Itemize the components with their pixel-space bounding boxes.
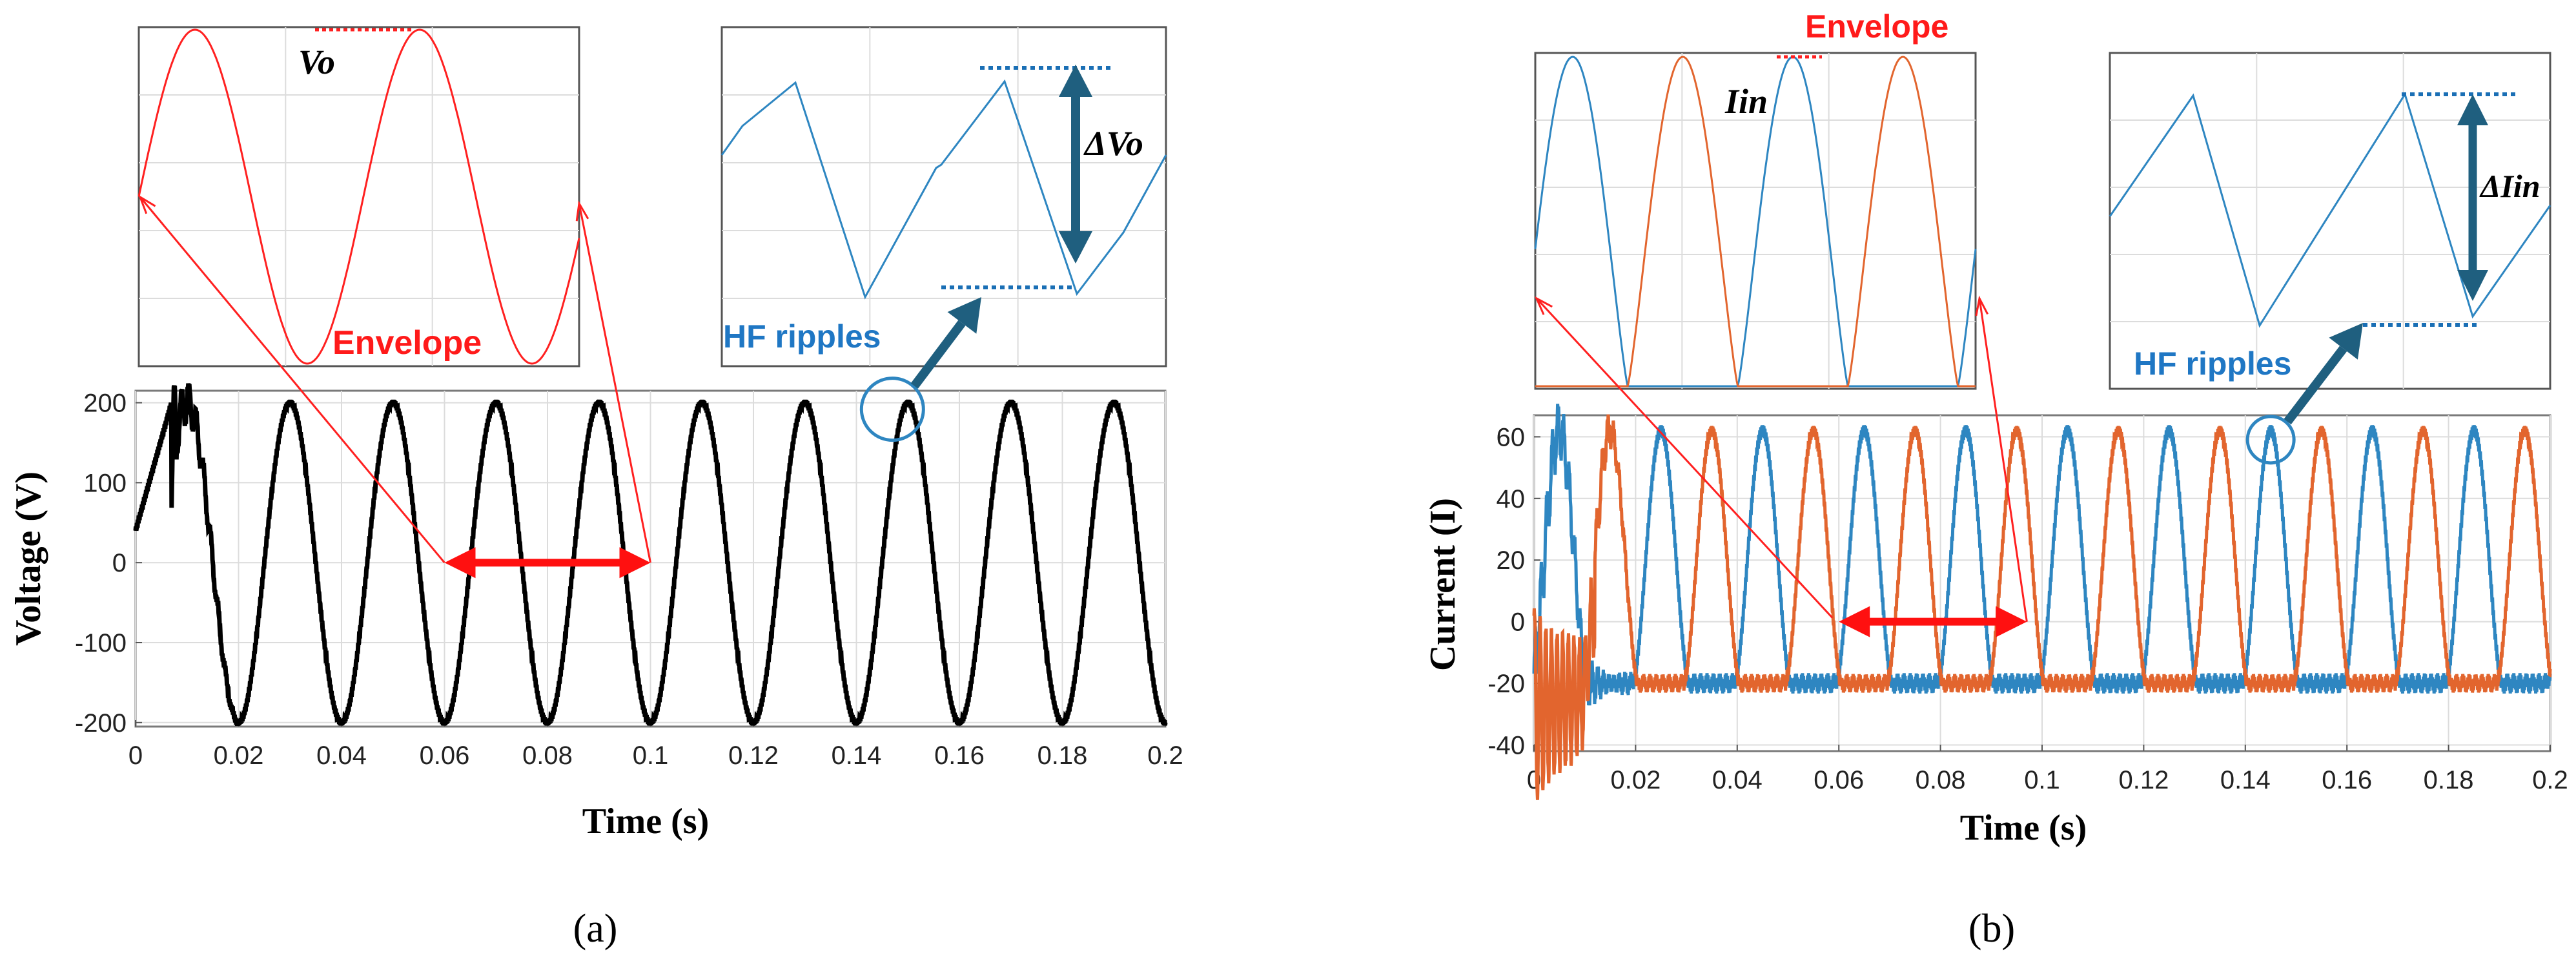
- b-y-tick-label: 20: [1497, 546, 1526, 575]
- a-x-tick-label: 0.12: [728, 741, 779, 770]
- panel-b: 0 0.02 0.04 0.06 0.08 0.1 0.12 0.14 0.16 0.18 0.2 …: [1423, 8, 2568, 951]
- b-connector-left-head: [1534, 296, 1553, 315]
- b-x-tick-label: 0.1: [2024, 766, 2060, 794]
- panel-a-inset-envelope-frame: [138, 26, 580, 367]
- b-y-tick-label: -40: [1487, 731, 1525, 760]
- panel-b-inset-ripple-series: [2109, 92, 2551, 328]
- b-x-tick-label: 0.14: [2220, 766, 2271, 794]
- b-x-tick-label: 0.02: [1610, 766, 1661, 794]
- panel-a-inset-ripple-frame: [721, 26, 1167, 367]
- panel-a-series-voltage: [133, 383, 1168, 726]
- a-y-tick-label: 0: [112, 549, 127, 577]
- b-x-tick-label: 0.06: [1814, 766, 1864, 794]
- a-x-tick-label: 0.04: [316, 741, 367, 770]
- a-ripple-circle: [859, 377, 925, 442]
- a-period-arrow-head-right: [619, 547, 651, 579]
- panel-a-y-ticks: 200 100 0 -100 -200: [75, 389, 142, 738]
- a-y-tick-label: 100: [83, 469, 127, 497]
- b-y-tick-label: 0: [1511, 608, 1525, 637]
- panel-b-inset-envelope-label: Envelope: [1805, 8, 1948, 45]
- a-x-tick-label: 0.18: [1038, 741, 1088, 770]
- panel-a-caption: (a): [573, 907, 618, 951]
- panel-a-x-ticks: 0 0.02 0.04 0.06 0.08 0.1 0.12 0.14 0.16 0.18 0.2: [128, 720, 1183, 770]
- panel-a-inset-ripple-label: HF ripples: [723, 318, 881, 355]
- panel-b-caption: (b): [1968, 907, 2015, 951]
- panel-a-inset-envelope-grid: [139, 27, 579, 366]
- panel-b-grid: [1533, 415, 2551, 751]
- a-x-tick-label: 0.16: [934, 741, 985, 770]
- a-x-tick-label: 0.2: [1147, 741, 1183, 770]
- a-connector-right-head: [575, 200, 589, 222]
- a-y-tick-label: -100: [75, 629, 127, 657]
- b-x-tick-label: 0.04: [1712, 766, 1763, 794]
- panel-a-period-arrow: [444, 547, 651, 579]
- b-x-tick-label: 0.16: [2322, 766, 2372, 794]
- b-period-arrow-head-left: [1839, 606, 1870, 637]
- b-connector-right-head: [1975, 295, 1989, 316]
- b-x-tick-label: 0.08: [1916, 766, 1966, 794]
- b-ripple-circle: [2245, 415, 2296, 465]
- panel-b-inset-ripple-label: HF ripples: [2134, 346, 2291, 382]
- panel-a-ripple-highlight: [859, 297, 981, 442]
- a-x-tick-label: 0.02: [214, 741, 264, 770]
- panel-b-ripple-highlight: [2245, 323, 2363, 465]
- panel-a-envelope-connectors: [138, 194, 651, 564]
- b-y-tick-label: 40: [1497, 485, 1526, 513]
- b-x-tick-label: 0.18: [2424, 766, 2474, 794]
- a-connector-left-head: [138, 194, 156, 214]
- panel-a-inset-delta-label: ΔVo: [1083, 124, 1143, 163]
- a-x-tick-label: 0.06: [420, 741, 470, 770]
- a-period-arrow-head-left: [444, 547, 476, 579]
- panel-b-inset-ripple-frame: [2109, 52, 2551, 390]
- panel-a-inset-ripple-delta-arrow: [1059, 65, 1092, 264]
- b-x-tick-label: 0.2: [2532, 766, 2568, 794]
- a-x-tick-label: 0.1: [633, 741, 669, 770]
- a-x-tick-label: 0.14: [832, 741, 882, 770]
- a-connector-right: [578, 203, 651, 563]
- panel-a-ylabel: Voltage (V): [8, 471, 48, 646]
- a-ripple-arrow-head: [947, 297, 981, 334]
- b-connector-left: [1535, 297, 1834, 619]
- panel-b-inset-delta-label: ΔIin: [2479, 168, 2540, 204]
- a-y-tick-label: 200: [83, 389, 127, 418]
- panel-b-inset-ripple-delta-arrow: [2457, 94, 2488, 301]
- panel-b-inset-envelope-series-orange: [1535, 56, 1976, 388]
- panel-a-inset-envelope-series: [138, 28, 580, 365]
- panel-a-xlabel: Time (s): [582, 801, 710, 842]
- b-period-arrow-head-right: [1996, 606, 2027, 637]
- panel-b-y-ticks: 60 40 20 0 -20 -40: [1487, 423, 1540, 760]
- panel-b-inset-value-label: Iin: [1724, 82, 1768, 121]
- b-ripple-arrow-shaft: [2284, 346, 2347, 425]
- a-x-tick-label: 0.08: [522, 741, 573, 770]
- panel-a-inset-ripple-series: [721, 79, 1167, 300]
- panel-a-inset-value-label: Vo: [298, 43, 335, 81]
- b-connector-right: [1978, 298, 2028, 622]
- a-y-tick-label: -200: [75, 709, 127, 738]
- panel-b-ylabel: Current (I): [1423, 498, 1463, 671]
- panel-b-inset-envelope-series-blue: [1534, 56, 1977, 388]
- a-ripple-arrow-shaft: [910, 320, 966, 389]
- panel-b-inset-envelope-frame: [1534, 52, 1977, 390]
- b-x-tick-label: 0.12: [2118, 766, 2169, 794]
- panel-b-xlabel: Time (s): [1960, 808, 2087, 848]
- panel-b-period-arrow: [1839, 606, 2027, 637]
- panel-a: 0 0.02 0.04 0.06 0.08 0.1 0.12 0.14 0.16 0.18 0.2 …: [8, 26, 1183, 951]
- a-connector-left: [139, 196, 445, 564]
- a-x-tick-label: 0: [128, 741, 143, 770]
- b-ripple-arrow-head: [2329, 323, 2363, 360]
- panel-b-x-ticks: 0 0.02 0.04 0.06 0.08 0.1 0.12 0.14 0.16 0.18 0.2: [1527, 745, 2568, 794]
- panel-a-inset-envelope-label: Envelope: [332, 324, 482, 362]
- panel-b-envelope-connectors: [1534, 295, 2028, 622]
- b-y-tick-label: -20: [1487, 670, 1525, 698]
- b-y-tick-label: 60: [1497, 423, 1526, 451]
